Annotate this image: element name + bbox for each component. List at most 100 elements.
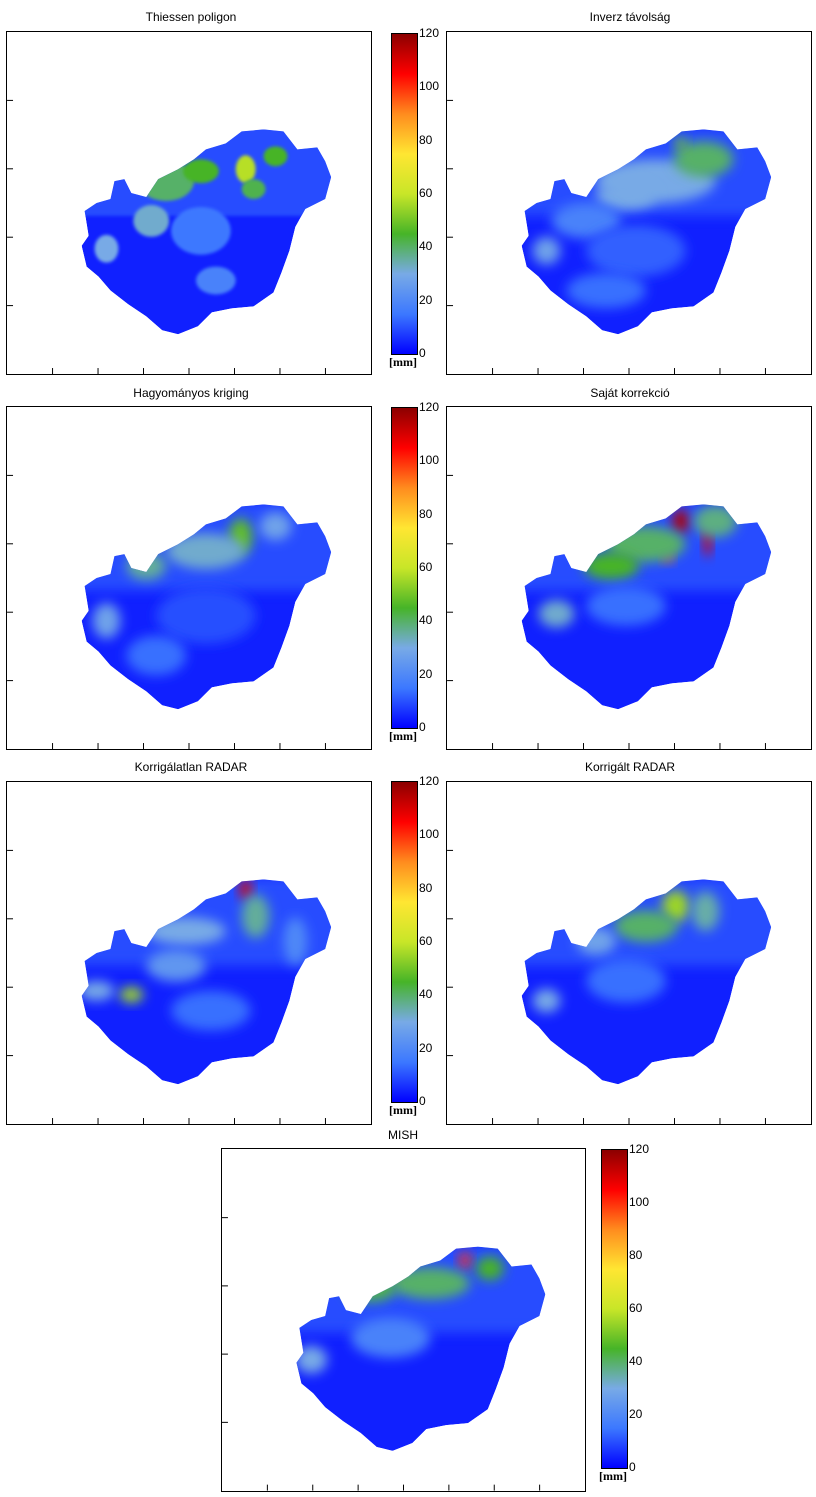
colorbar-tick-label: 120 bbox=[419, 774, 440, 788]
panel-title-korrigalatlan: Korrigálatlan RADAR bbox=[134, 760, 248, 774]
map-svg bbox=[447, 849, 772, 1124]
map-svg bbox=[447, 99, 772, 374]
rain-hotspot bbox=[81, 980, 115, 1001]
rain-hotspot bbox=[596, 182, 656, 210]
colorbar-tick-label: 120 bbox=[419, 400, 440, 414]
rain-hotspot bbox=[296, 1345, 328, 1374]
rain-hotspot bbox=[691, 891, 720, 932]
panel-title-kriging: Hagyományos kriging bbox=[133, 386, 249, 400]
rain-hotspot bbox=[235, 155, 256, 184]
rain-hotspot bbox=[459, 1252, 471, 1269]
colorbar-tick-label: 20 bbox=[419, 1040, 433, 1055]
map-panel-korrigalatlan bbox=[6, 781, 372, 1125]
map-panel-korrigalt bbox=[446, 781, 812, 1125]
colorbar-tick-label: 40 bbox=[419, 613, 433, 628]
colorbar-tick-label: 100 bbox=[419, 79, 440, 94]
colorbar-tick-label: 60 bbox=[419, 934, 433, 948]
panel-title-thiessen: Thiessen poligon bbox=[145, 10, 237, 24]
map-panel-inverz bbox=[446, 31, 812, 375]
map-panel-thiessen bbox=[6, 31, 372, 375]
colorbar-tick-label: 120 bbox=[419, 26, 440, 40]
colorbar-tick-label: 0 bbox=[629, 1460, 636, 1474]
colorbar-tick-label: 100 bbox=[419, 827, 440, 842]
rain-hotspot bbox=[393, 1267, 404, 1280]
panel-title-inverz: Inverz távolság bbox=[589, 10, 671, 24]
rain-hotspot bbox=[672, 509, 689, 534]
colorbar-3 bbox=[391, 781, 418, 1103]
rain-hotspot bbox=[195, 266, 236, 295]
colorbar-1 bbox=[391, 33, 418, 355]
rain-hotspot bbox=[133, 204, 170, 237]
colorbar-tick-label: 20 bbox=[419, 292, 433, 307]
map-svg bbox=[7, 849, 332, 1124]
colorbar-tick-label: 80 bbox=[629, 1248, 643, 1262]
rain-hotspot bbox=[390, 1267, 470, 1300]
rain-hotspot bbox=[263, 146, 288, 167]
rain-hotspot bbox=[350, 1318, 431, 1358]
rain-hotspot bbox=[241, 894, 270, 939]
rain-hotspot bbox=[532, 988, 561, 1013]
rain-hotspot bbox=[283, 917, 308, 965]
rain-hotspot bbox=[566, 272, 646, 309]
colorbar-tick-label: 80 bbox=[419, 506, 433, 521]
rain-hotspot bbox=[586, 958, 666, 1003]
rain-hotspot bbox=[674, 137, 687, 150]
colorbar-tick-label: 40 bbox=[419, 239, 433, 254]
rain-hotspot bbox=[241, 179, 266, 200]
rain-hotspot bbox=[126, 552, 167, 580]
rain-hotspot bbox=[586, 224, 686, 277]
colorbar-unit: [mm] bbox=[389, 355, 417, 369]
panel-title-korrigalt: Korrigált RADAR bbox=[584, 760, 676, 774]
colorbar-tick-label: 80 bbox=[419, 132, 433, 147]
rain-hotspot bbox=[586, 585, 666, 626]
rain-hotspot bbox=[183, 159, 219, 184]
map-panel-sajat bbox=[446, 406, 812, 750]
map-svg bbox=[222, 1217, 546, 1491]
rain-hotspot bbox=[259, 512, 292, 541]
rain-hotspot bbox=[146, 950, 206, 982]
colorbar-tick-label: 20 bbox=[419, 666, 433, 681]
rain-hotspot bbox=[126, 635, 187, 676]
colorbar-tick-label: 0 bbox=[419, 346, 426, 360]
map-svg bbox=[447, 474, 772, 749]
map-panel-kriging bbox=[6, 406, 372, 750]
rain-hotspot bbox=[239, 879, 252, 900]
colorbar-tick-label: 60 bbox=[419, 186, 433, 200]
panel-title-mish: MISH bbox=[388, 1128, 418, 1142]
rain-hotspot bbox=[673, 141, 734, 178]
rain-hotspot bbox=[94, 234, 119, 263]
rain-hotspot bbox=[693, 505, 738, 538]
rain-hotspot bbox=[344, 1274, 397, 1303]
colorbar-4 bbox=[601, 1149, 628, 1469]
rain-hotspot bbox=[166, 533, 246, 570]
colorbar-tick-label: 100 bbox=[419, 453, 440, 468]
colorbar-tick-label: 120 bbox=[629, 1142, 650, 1156]
colorbar-unit: [mm] bbox=[599, 1469, 627, 1483]
rain-hotspot bbox=[614, 910, 678, 943]
rain-hotspot bbox=[551, 203, 622, 239]
colorbar-tick-label: 60 bbox=[419, 560, 433, 574]
map-svg bbox=[7, 474, 332, 749]
rain-hotspot bbox=[171, 206, 231, 255]
rain-hotspot bbox=[92, 602, 121, 639]
panel-title-sajat: Saját korrekció bbox=[590, 386, 670, 400]
colorbar-tick-label: 0 bbox=[419, 720, 426, 734]
colorbar-tick-label: 60 bbox=[629, 1301, 643, 1315]
colorbar-tick-label: 100 bbox=[629, 1195, 650, 1209]
colorbar-tick-label: 40 bbox=[419, 987, 433, 1002]
rain-hotspot bbox=[146, 917, 226, 946]
rain-hotspot bbox=[532, 236, 561, 265]
colorbar-tick-label: 40 bbox=[629, 1354, 643, 1368]
map-panel-mish bbox=[221, 1148, 586, 1492]
rain-hotspot bbox=[583, 552, 639, 580]
rain-hotspot bbox=[171, 990, 251, 1031]
rain-hotspot bbox=[576, 927, 617, 955]
colorbar-2 bbox=[391, 407, 418, 729]
colorbar-tick-label: 80 bbox=[419, 880, 433, 895]
colorbar-unit: [mm] bbox=[389, 1103, 417, 1117]
rain-hotspot bbox=[661, 890, 690, 923]
rain-hotspot bbox=[475, 1256, 504, 1281]
rain-hotspot bbox=[538, 599, 575, 628]
colorbar-tick-label: 20 bbox=[629, 1407, 643, 1421]
rain-hotspot bbox=[156, 587, 256, 644]
